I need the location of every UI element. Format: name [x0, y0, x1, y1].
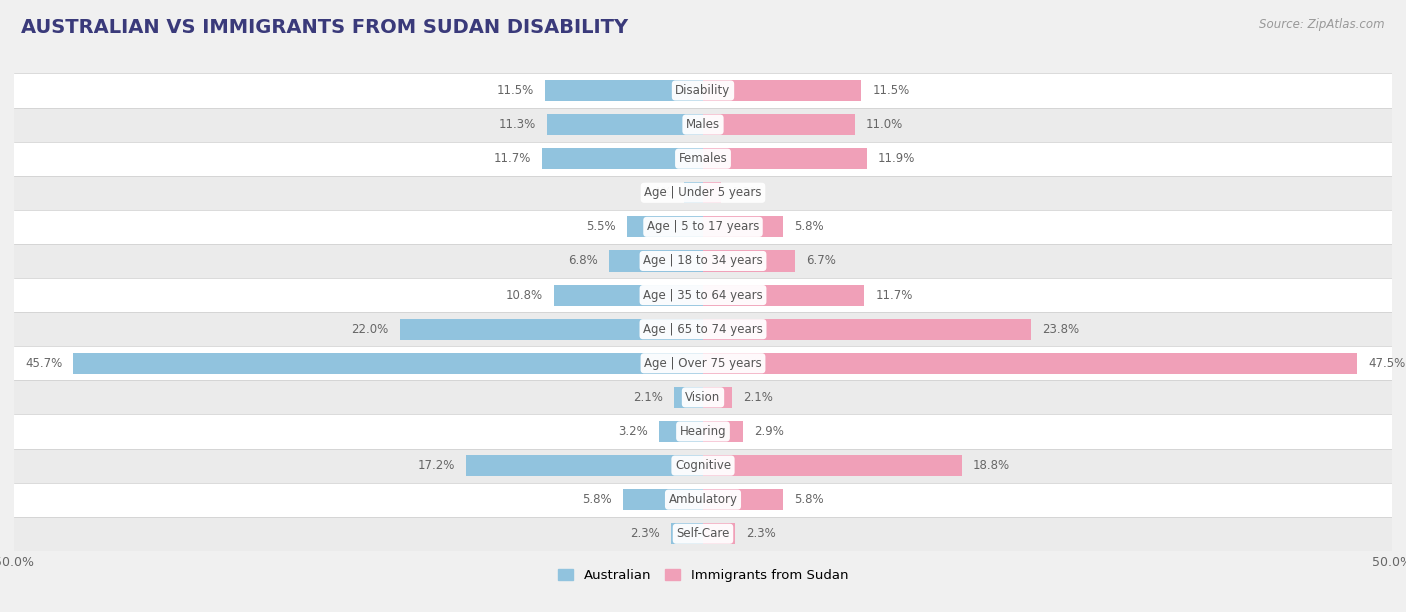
Bar	[609, 250, 703, 272]
Text: 11.7%: 11.7%	[494, 152, 531, 165]
Text: Age | Over 75 years: Age | Over 75 years	[644, 357, 762, 370]
Text: 11.5%: 11.5%	[496, 84, 533, 97]
Bar	[627, 216, 703, 237]
Text: 22.0%: 22.0%	[352, 323, 389, 335]
Bar	[703, 353, 1358, 374]
Text: 11.7%: 11.7%	[875, 289, 912, 302]
Bar	[14, 449, 1392, 483]
Text: 11.9%: 11.9%	[877, 152, 915, 165]
Bar	[73, 353, 703, 374]
Bar	[623, 489, 703, 510]
Bar	[465, 455, 703, 476]
Text: Age | 35 to 64 years: Age | 35 to 64 years	[643, 289, 763, 302]
Text: 2.3%: 2.3%	[630, 528, 661, 540]
Bar	[703, 319, 1031, 340]
Text: Ambulatory: Ambulatory	[668, 493, 738, 506]
Text: 5.5%: 5.5%	[586, 220, 616, 233]
Text: Source: ZipAtlas.com: Source: ZipAtlas.com	[1260, 18, 1385, 31]
Bar	[14, 244, 1392, 278]
Legend: Australian, Immigrants from Sudan: Australian, Immigrants from Sudan	[553, 564, 853, 587]
Text: Disability: Disability	[675, 84, 731, 97]
Bar	[703, 114, 855, 135]
Text: Females: Females	[679, 152, 727, 165]
Bar	[683, 182, 703, 203]
Text: 2.3%: 2.3%	[745, 528, 776, 540]
Bar	[399, 319, 703, 340]
Text: 10.8%: 10.8%	[506, 289, 543, 302]
Bar	[659, 421, 703, 442]
Text: 2.1%: 2.1%	[742, 391, 773, 404]
Text: 23.8%: 23.8%	[1042, 323, 1078, 335]
Text: 18.8%: 18.8%	[973, 459, 1010, 472]
Bar	[703, 285, 865, 305]
Text: Cognitive: Cognitive	[675, 459, 731, 472]
Bar	[703, 182, 721, 203]
Text: Age | 18 to 34 years: Age | 18 to 34 years	[643, 255, 763, 267]
Bar	[14, 483, 1392, 517]
Bar	[544, 80, 703, 101]
Bar	[14, 517, 1392, 551]
Text: Hearing: Hearing	[679, 425, 727, 438]
Bar	[554, 285, 703, 305]
Bar	[703, 250, 796, 272]
Text: Males: Males	[686, 118, 720, 131]
Bar	[673, 387, 703, 408]
Bar	[14, 141, 1392, 176]
Bar	[703, 216, 783, 237]
Text: 6.8%: 6.8%	[568, 255, 599, 267]
Bar	[671, 523, 703, 544]
Text: Age | Under 5 years: Age | Under 5 years	[644, 186, 762, 200]
Bar	[14, 108, 1392, 141]
Bar	[14, 414, 1392, 449]
Bar	[703, 489, 783, 510]
Bar	[14, 278, 1392, 312]
Bar	[703, 387, 733, 408]
Bar	[703, 80, 862, 101]
Bar	[703, 148, 868, 170]
Text: 11.3%: 11.3%	[499, 118, 536, 131]
Text: 45.7%: 45.7%	[25, 357, 62, 370]
Bar	[14, 312, 1392, 346]
Text: 6.7%: 6.7%	[807, 255, 837, 267]
Bar	[541, 148, 703, 170]
Bar	[14, 380, 1392, 414]
Bar	[703, 421, 742, 442]
Text: 3.2%: 3.2%	[619, 425, 648, 438]
Text: 2.9%: 2.9%	[754, 425, 785, 438]
Text: 17.2%: 17.2%	[418, 459, 456, 472]
Text: 5.8%: 5.8%	[582, 493, 612, 506]
Text: 1.4%: 1.4%	[643, 186, 672, 200]
Bar	[14, 210, 1392, 244]
Text: 2.1%: 2.1%	[633, 391, 664, 404]
Bar	[547, 114, 703, 135]
Bar	[703, 455, 962, 476]
Text: Vision: Vision	[685, 391, 721, 404]
Text: 1.3%: 1.3%	[733, 186, 762, 200]
Text: Self-Care: Self-Care	[676, 528, 730, 540]
Text: 5.8%: 5.8%	[794, 493, 824, 506]
Bar	[14, 346, 1392, 380]
Text: 11.5%: 11.5%	[873, 84, 910, 97]
Text: Age | 65 to 74 years: Age | 65 to 74 years	[643, 323, 763, 335]
Bar	[14, 73, 1392, 108]
Bar	[703, 523, 735, 544]
Text: 5.8%: 5.8%	[794, 220, 824, 233]
Text: 47.5%: 47.5%	[1368, 357, 1406, 370]
Text: 11.0%: 11.0%	[866, 118, 903, 131]
Text: AUSTRALIAN VS IMMIGRANTS FROM SUDAN DISABILITY: AUSTRALIAN VS IMMIGRANTS FROM SUDAN DISA…	[21, 18, 628, 37]
Text: Age | 5 to 17 years: Age | 5 to 17 years	[647, 220, 759, 233]
Bar	[14, 176, 1392, 210]
